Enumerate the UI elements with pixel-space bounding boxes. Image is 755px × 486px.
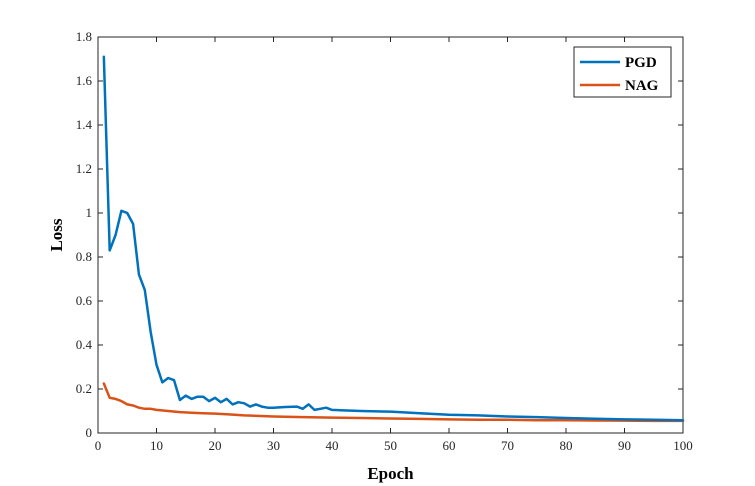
y-tick-label: 0: [86, 425, 93, 440]
y-tick-label: 0.2: [76, 381, 92, 396]
y-tick-label: 0.6: [76, 293, 93, 308]
x-tick-label: 0: [95, 438, 102, 453]
axis-tick-labels: 0 10 20 30 40 50 60 70 80 90 100 0 0.2 0.4 0.6 0.8 1 1.2 1…: [76, 29, 693, 453]
y-tick-label: 1.4: [76, 117, 93, 132]
series-line-pgd: [102, 55, 685, 422]
x-axis-title: Epoch: [367, 464, 414, 483]
legend-box: [573, 46, 672, 98]
y-tick-label: 0.8: [76, 249, 92, 264]
x-tick-label: 40: [326, 438, 339, 453]
y-tick-label: 1.2: [76, 161, 92, 176]
x-tick-label: 70: [501, 438, 514, 453]
x-tick-label: 100: [673, 438, 693, 453]
x-tick-label: 30: [267, 438, 280, 453]
legend-label-nag: NAG: [625, 78, 659, 94]
x-tick-label: 20: [209, 438, 222, 453]
y-tick-label: 1.6: [76, 73, 93, 88]
x-tick-label: 90: [618, 438, 631, 453]
x-tick-label: 80: [560, 438, 573, 453]
legend-label-pgd: PGD: [625, 55, 657, 71]
plot-area: [97, 36, 684, 434]
x-tick-label: 10: [150, 438, 163, 453]
legend: PGD NAG: [573, 46, 672, 98]
y-tick-label: 1: [86, 205, 93, 220]
x-tick-label: 50: [384, 438, 397, 453]
y-axis-title: Loss: [47, 218, 66, 251]
axis-ticks: [97, 36, 684, 434]
series-lines: [102, 55, 685, 423]
series-line-nag: [102, 382, 685, 423]
y-tick-label: 1.8: [76, 29, 92, 44]
y-tick-label: 0.4: [76, 337, 93, 352]
x-tick-label: 60: [443, 438, 456, 453]
